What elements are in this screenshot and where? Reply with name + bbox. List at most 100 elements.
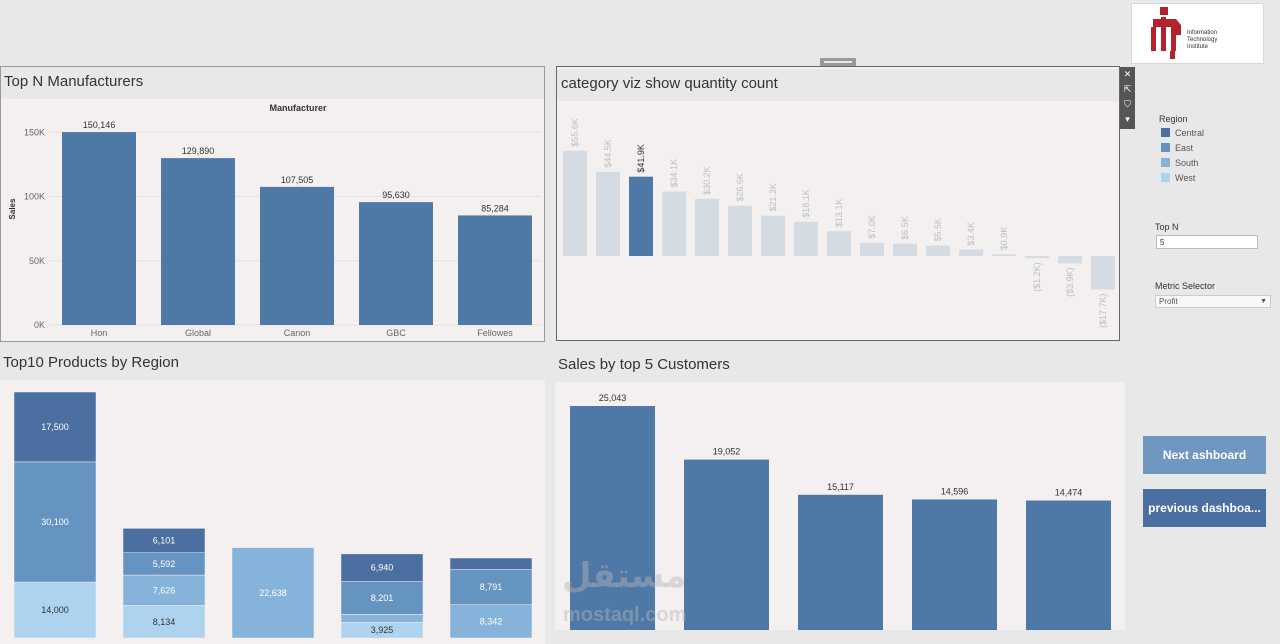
bar-value-label: 107,505 xyxy=(281,175,314,185)
category-bar[interactable] xyxy=(1058,256,1082,264)
stacked-segment-east[interactable] xyxy=(340,581,424,615)
stacked-segment-south[interactable] xyxy=(340,614,424,623)
category-bar[interactable] xyxy=(629,176,653,256)
stacked-segment-central[interactable] xyxy=(122,528,206,553)
category-bar[interactable] xyxy=(893,243,917,256)
top-manufacturers-panel: Top N Manufacturers Manufacturer Sales 0… xyxy=(0,66,545,342)
stacked-segment-south[interactable] xyxy=(231,547,315,639)
customer-bar[interactable] xyxy=(1026,500,1111,630)
segment-value-label: 8,134 xyxy=(153,617,176,627)
popout-icon[interactable]: ⇱ xyxy=(1123,84,1132,94)
region-legend-title: Region xyxy=(1159,114,1188,124)
top-manufacturers-title: Top N Manufacturers xyxy=(1,67,544,99)
stacked-segment-south[interactable] xyxy=(122,574,206,606)
manufacturer-bar[interactable] xyxy=(458,215,532,325)
legend-item-south[interactable]: South xyxy=(1161,158,1199,168)
products-chart[interactable]: 14,000 30,100 17,500 8,134 7,626 5,592 6,101 22… xyxy=(0,380,545,642)
category-value-label: $7.0K xyxy=(867,215,877,239)
stacked-segment-east[interactable] xyxy=(449,569,533,605)
category-value-label: $0.9K xyxy=(999,227,1009,251)
manufacturers-chart[interactable]: Manufacturer Sales 0K 50K 100K 150K 150,146 H… xyxy=(1,99,544,341)
segment-value-label: 6,101 xyxy=(153,536,176,546)
stacked-segment-central[interactable] xyxy=(449,557,533,570)
watermark-logo: مستقل xyxy=(562,557,687,595)
topn-label: Top N xyxy=(1155,222,1179,232)
customer-bar[interactable] xyxy=(684,459,769,630)
topn-input[interactable]: 5 xyxy=(1156,235,1258,249)
legend-item-central[interactable]: Central xyxy=(1161,128,1204,138)
category-bar[interactable] xyxy=(860,242,884,256)
legend-item-east[interactable]: East xyxy=(1161,143,1193,153)
metric-selector-dropdown[interactable]: Profit ▼ xyxy=(1155,295,1271,308)
manufacturer-bar[interactable] xyxy=(260,186,334,325)
category-bar[interactable] xyxy=(695,198,719,256)
y-tick-label: 50K xyxy=(29,256,45,266)
worksheet-toolbar: ✕ ⇱ ⛉ ▾ xyxy=(1120,67,1135,129)
container-drag-handle[interactable] xyxy=(820,58,856,66)
manufacturer-bar[interactable] xyxy=(359,202,433,325)
segment-value-label: 5,592 xyxy=(153,559,176,569)
category-panel: category viz show quantity count $55.6K $… xyxy=(556,66,1120,341)
next-dashboard-button[interactable]: Next ashboard xyxy=(1143,436,1266,474)
legend-item-west[interactable]: West xyxy=(1161,173,1195,183)
category-title: category viz show quantity count xyxy=(557,69,1119,101)
category-bar[interactable] xyxy=(827,231,851,256)
bar-value-label: 15,117 xyxy=(827,482,854,492)
segment-value-label: 8,791 xyxy=(480,582,503,592)
stacked-segment-central[interactable] xyxy=(340,553,424,582)
previous-dashboard-button[interactable]: previous dashboa... xyxy=(1143,489,1266,527)
category-value-label: $6.5K xyxy=(900,216,910,240)
bar-value-label: 14,474 xyxy=(1055,488,1083,498)
close-icon[interactable]: ✕ xyxy=(1123,69,1132,79)
category-bar[interactable] xyxy=(992,254,1016,256)
category-bar[interactable] xyxy=(926,245,950,256)
legend-swatch-west xyxy=(1161,173,1170,182)
manufacturer-bar[interactable] xyxy=(62,132,136,325)
category-bar[interactable] xyxy=(596,171,620,256)
category-bar[interactable] xyxy=(563,150,587,256)
customer-bar[interactable] xyxy=(570,406,655,630)
customer-bar[interactable] xyxy=(912,499,997,630)
y-tick-label: 100K xyxy=(24,192,45,202)
category-bar[interactable] xyxy=(662,191,686,256)
category-value-label: $26.6K xyxy=(735,173,745,202)
category-value-label: $44.5K xyxy=(603,139,613,168)
bar-value-label: 129,890 xyxy=(182,146,215,156)
segment-value-label: 8,342 xyxy=(480,616,503,626)
segment-value-label: 3,925 xyxy=(371,625,394,635)
x-tick-label: Fellowes xyxy=(477,328,513,338)
segment-value-label: 30,100 xyxy=(41,517,69,527)
legend-label-east: East xyxy=(1175,143,1194,153)
segment-value-label: 6,940 xyxy=(371,563,394,573)
stacked-segment-west[interactable] xyxy=(13,581,97,639)
x-tick-label: Global xyxy=(185,328,211,338)
logo-line-2: Technology xyxy=(1187,37,1218,43)
category-chart[interactable]: $55.6K $44.5K $41.9K $34.1K $30.2K $26.6K $21.… xyxy=(557,100,1119,340)
logo-line-1: Information xyxy=(1187,30,1218,36)
top-products-panel: Top10 Products by Region 14,000 30,100 17,… xyxy=(0,348,545,644)
more-options-icon[interactable]: ▾ xyxy=(1125,114,1130,124)
x-tick-label: Canon xyxy=(284,328,311,338)
bar-value-label: 85,284 xyxy=(481,203,509,213)
manufacturer-bar[interactable] xyxy=(161,158,235,325)
customers-chart[interactable]: 25,043 19,052 15,117 14,596 14,474 xyxy=(555,382,1125,630)
category-bar[interactable] xyxy=(794,221,818,256)
category-value-label: $21.3K xyxy=(768,183,778,212)
filter-icon[interactable]: ⛉ xyxy=(1124,99,1131,109)
category-bar[interactable] xyxy=(1025,256,1049,259)
customer-bar[interactable] xyxy=(798,494,883,630)
category-bar[interactable] xyxy=(959,249,983,256)
category-bar[interactable] xyxy=(728,205,752,256)
watermark-url: mostaql.com xyxy=(563,604,687,626)
top-customers-panel: Sales by top 5 Customers 25,043 19,052 15,… xyxy=(555,348,1125,630)
category-bar[interactable] xyxy=(1091,256,1115,290)
stacked-segment-central[interactable] xyxy=(13,391,97,463)
top-products-title: Top10 Products by Region xyxy=(0,348,545,380)
category-bar[interactable] xyxy=(761,215,785,256)
segment-value-label: 8,201 xyxy=(371,593,394,603)
category-value-label: $13.1K xyxy=(834,199,844,228)
legend-swatch-east xyxy=(1161,143,1170,152)
stacked-segment-west[interactable] xyxy=(122,605,206,639)
top-customers-title: Sales by top 5 Customers xyxy=(555,348,1125,382)
stacked-segment-south[interactable] xyxy=(449,604,533,639)
